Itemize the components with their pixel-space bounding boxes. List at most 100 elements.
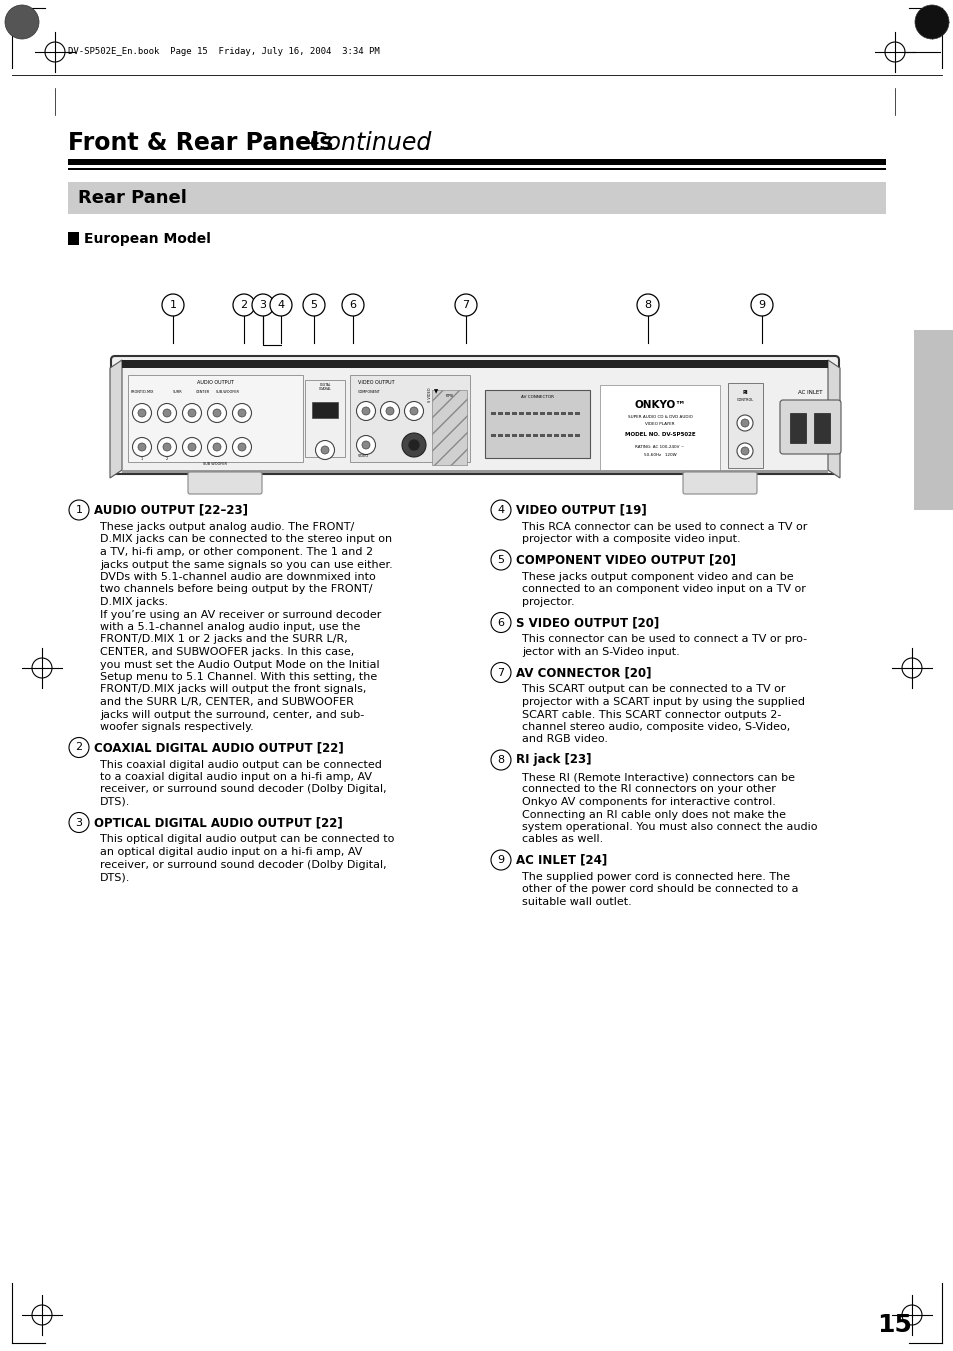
Text: CONTROL: CONTROL — [736, 399, 753, 403]
Text: DTS).: DTS). — [100, 871, 131, 882]
Circle shape — [182, 404, 201, 423]
Text: These RI (Remote Interactive) connectors can be: These RI (Remote Interactive) connectors… — [521, 771, 794, 782]
Text: SUB-WOOFER: SUB-WOOFER — [215, 390, 240, 394]
Bar — [913, 330, 953, 509]
Bar — [312, 403, 337, 417]
Text: receiver, or surround sound decoder (Dolby Digital,: receiver, or surround sound decoder (Dol… — [100, 859, 386, 870]
Bar — [497, 412, 502, 415]
Text: SURR: SURR — [172, 390, 183, 394]
Circle shape — [233, 438, 252, 457]
Text: 2: 2 — [75, 743, 83, 753]
Circle shape — [380, 401, 399, 420]
Bar — [560, 434, 565, 436]
Bar — [518, 412, 523, 415]
Circle shape — [5, 5, 39, 39]
Circle shape — [491, 850, 511, 870]
Text: CENTER, and SUBWOOFER jacks. In this case,: CENTER, and SUBWOOFER jacks. In this cas… — [100, 647, 354, 657]
Bar — [789, 413, 805, 443]
Bar — [68, 159, 885, 165]
Text: jector with an S-Video input.: jector with an S-Video input. — [521, 647, 679, 657]
Text: This SCART output can be connected to a TV or: This SCART output can be connected to a … — [521, 685, 784, 694]
Text: RATING: AC 100-240V ~: RATING: AC 100-240V ~ — [635, 444, 684, 449]
Text: SCART cable. This SCART connector outputs 2-: SCART cable. This SCART connector output… — [521, 709, 781, 720]
Text: AV CONNECTOR: AV CONNECTOR — [520, 394, 554, 399]
Bar — [350, 376, 470, 462]
Text: 5: 5 — [310, 300, 317, 309]
Circle shape — [491, 662, 511, 682]
Text: RI: RI — [741, 390, 747, 396]
FancyBboxPatch shape — [111, 357, 838, 474]
Text: AUDIO OUTPUT: AUDIO OUTPUT — [196, 380, 233, 385]
Text: OPTICAL DIGITAL AUDIO OUTPUT [22]: OPTICAL DIGITAL AUDIO OUTPUT [22] — [94, 816, 342, 830]
Bar — [567, 412, 573, 415]
Text: system operational. You must also connect the audio: system operational. You must also connec… — [521, 821, 817, 832]
Text: VIDEO OUTPUT: VIDEO OUTPUT — [357, 380, 395, 385]
Bar — [533, 434, 537, 436]
Text: SUB WOOFER: SUB WOOFER — [203, 462, 227, 466]
Text: connected to an component video input on a TV or: connected to an component video input on… — [521, 585, 805, 594]
Text: an optical digital audio input on a hi-fi amp, AV: an optical digital audio input on a hi-f… — [100, 847, 362, 857]
Bar — [575, 434, 579, 436]
Bar — [122, 470, 827, 473]
Circle shape — [410, 407, 417, 415]
Bar — [533, 412, 537, 415]
Text: 7: 7 — [462, 300, 469, 309]
Bar — [504, 412, 510, 415]
Bar — [497, 434, 502, 436]
Text: you must set the Audio Output Mode on the Initial: you must set the Audio Output Mode on th… — [100, 659, 379, 670]
Text: DTS).: DTS). — [100, 797, 131, 807]
Text: COMPONENT VIDEO OUTPUT [20]: COMPONENT VIDEO OUTPUT [20] — [516, 554, 735, 566]
Text: VIDEO OUTPUT [19]: VIDEO OUTPUT [19] — [516, 504, 646, 516]
Text: 3: 3 — [259, 300, 266, 309]
Text: AUDIO OUTPUT [22–23]: AUDIO OUTPUT [22–23] — [94, 504, 248, 516]
Text: AC INLET: AC INLET — [798, 390, 821, 396]
Circle shape — [233, 404, 252, 423]
Circle shape — [208, 438, 226, 457]
Circle shape — [361, 440, 370, 449]
Bar — [599, 385, 720, 470]
Text: S VIDEO: S VIDEO — [428, 388, 432, 403]
Text: DIGITAL
COAXIAL: DIGITAL COAXIAL — [318, 382, 331, 392]
Text: VIDEO: VIDEO — [357, 454, 369, 458]
Circle shape — [138, 409, 146, 417]
Text: Rear Panel: Rear Panel — [78, 189, 187, 207]
Text: 4: 4 — [497, 505, 504, 515]
Bar — [432, 390, 467, 465]
Text: Connecting an RI cable only does not make the: Connecting an RI cable only does not mak… — [521, 809, 785, 820]
Text: jacks will output the surround, center, and sub-: jacks will output the surround, center, … — [100, 709, 364, 720]
Text: 9: 9 — [758, 300, 764, 309]
Polygon shape — [827, 359, 840, 478]
Text: ▼: ▼ — [434, 389, 437, 394]
Circle shape — [162, 295, 184, 316]
Text: 6: 6 — [349, 300, 356, 309]
Text: 1: 1 — [141, 457, 143, 461]
Text: DV-SP502E_En.book  Page 15  Friday, July 16, 2004  3:34 PM: DV-SP502E_En.book Page 15 Friday, July 1… — [68, 47, 379, 57]
Bar — [491, 434, 496, 436]
Bar — [518, 434, 523, 436]
Circle shape — [455, 295, 476, 316]
Circle shape — [132, 404, 152, 423]
Text: Setup menu to 5.1 Channel. With this setting, the: Setup menu to 5.1 Channel. With this set… — [100, 671, 376, 682]
Text: 1: 1 — [75, 505, 82, 515]
Circle shape — [386, 407, 394, 415]
Bar — [305, 380, 345, 457]
FancyBboxPatch shape — [780, 400, 841, 454]
Text: 6: 6 — [497, 617, 504, 627]
Text: This optical digital audio output can be connected to: This optical digital audio output can be… — [100, 835, 394, 844]
Bar — [554, 434, 558, 436]
Circle shape — [270, 295, 292, 316]
Circle shape — [740, 419, 748, 427]
Bar — [567, 434, 573, 436]
Circle shape — [750, 295, 772, 316]
Text: two channels before being output by the FRONT/: two channels before being output by the … — [100, 585, 372, 594]
Text: 7: 7 — [497, 667, 504, 677]
Text: COAXIAL DIGITAL AUDIO OUTPUT [22]: COAXIAL DIGITAL AUDIO OUTPUT [22] — [94, 740, 343, 754]
Text: Continued: Continued — [310, 131, 431, 155]
Circle shape — [138, 443, 146, 451]
Text: receiver, or surround sound decoder (Dolby Digital,: receiver, or surround sound decoder (Dol… — [100, 785, 386, 794]
Bar — [546, 434, 552, 436]
Text: FRONT/D.MIX jacks will output the front signals,: FRONT/D.MIX jacks will output the front … — [100, 685, 366, 694]
Circle shape — [637, 295, 659, 316]
Circle shape — [237, 409, 246, 417]
Text: This RCA connector can be used to connect a TV or: This RCA connector can be used to connec… — [521, 521, 806, 532]
